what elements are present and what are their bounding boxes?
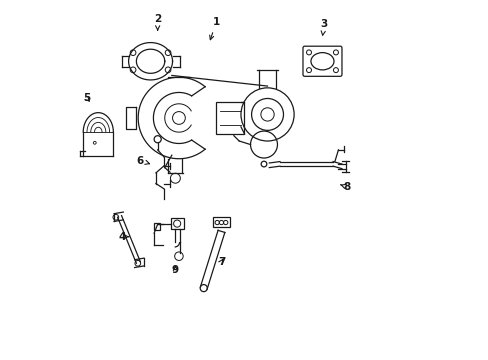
Text: 4: 4 [118, 232, 128, 242]
Text: 2: 2 [154, 14, 161, 30]
Text: 1: 1 [209, 17, 219, 40]
Text: 6: 6 [136, 156, 149, 166]
Text: 9: 9 [171, 265, 179, 275]
Text: 8: 8 [340, 182, 350, 192]
Text: 5: 5 [83, 94, 90, 103]
Text: 7: 7 [217, 257, 224, 266]
Text: 3: 3 [320, 19, 327, 35]
